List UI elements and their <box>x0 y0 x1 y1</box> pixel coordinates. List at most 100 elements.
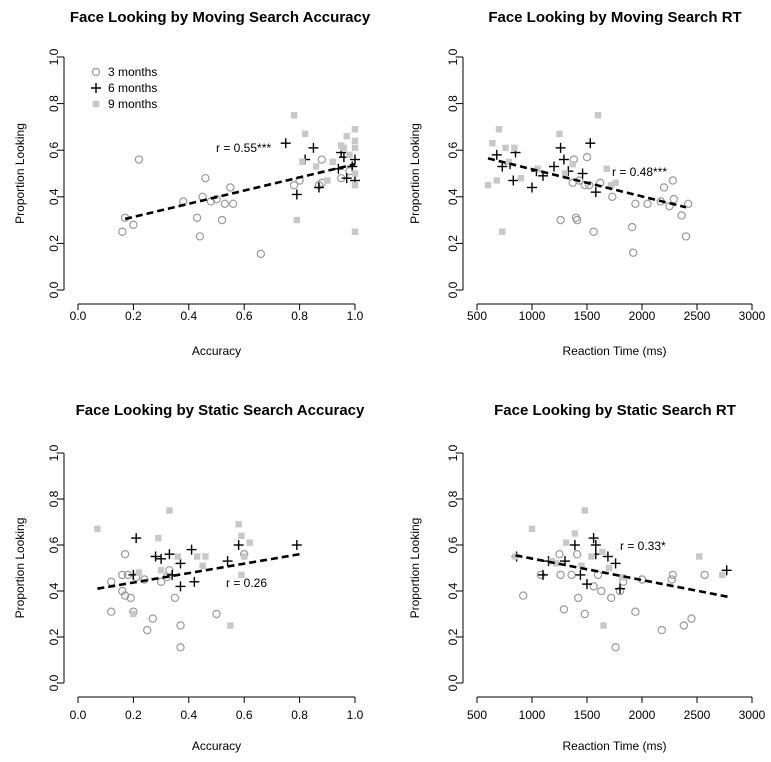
point-3-months <box>143 625 152 635</box>
point-9-months <box>157 567 165 574</box>
x-tick-label: 2000 <box>629 309 656 323</box>
point-3-months <box>631 607 640 616</box>
point-3-months <box>228 199 238 208</box>
point-9-months <box>696 553 703 560</box>
chart-title: Face Looking by Moving Search Accuracy <box>70 9 371 26</box>
x-axis: 500 1000 1500 2000 2500 3000 <box>467 696 766 722</box>
y-tick-label: 0.6 <box>446 142 460 159</box>
point-9-months <box>351 228 359 235</box>
point-6-months <box>222 556 233 567</box>
point-3-months <box>140 575 149 584</box>
x-tick-label: 1.0 <box>347 309 364 323</box>
point-9-months <box>600 622 607 629</box>
point-3-months <box>627 222 637 232</box>
chart-title: Face Looking by Static Search Accuracy <box>76 402 365 419</box>
data-points <box>511 507 732 652</box>
point-3-months <box>611 643 620 652</box>
point-3-months <box>519 591 528 600</box>
point-3-months <box>593 570 603 580</box>
point-6-months <box>602 551 613 562</box>
y-tick-label: 0.4 <box>446 188 460 205</box>
point-3-months <box>212 609 221 619</box>
point-9-months <box>493 177 500 184</box>
x-tick-label: 1000 <box>519 309 546 323</box>
point-6-months <box>156 553 167 564</box>
point-3-months <box>126 593 135 603</box>
y-axis: 0.0 0.2 0.4 0.6 0.8 1.0 <box>47 444 65 691</box>
x-tick-label: 3000 <box>739 708 766 722</box>
point-6-months <box>590 540 601 550</box>
point-9-months <box>569 160 576 168</box>
legend: 3 months 6 months 9 months <box>91 65 157 111</box>
x-tick-label: 1500 <box>574 309 601 323</box>
point-6-months <box>291 540 302 550</box>
point-9-months <box>329 158 337 166</box>
point-9-months <box>246 539 253 546</box>
x-axis: 0.0 0.2 0.4 0.6 0.8 1.0 <box>70 696 364 722</box>
chart-title: Face Looking by Static Search RT <box>494 402 736 419</box>
point-3-months <box>118 227 127 236</box>
point-9-months <box>340 144 348 152</box>
x-tick-label: 1000 <box>519 708 546 722</box>
x-tick-label: 500 <box>467 309 487 323</box>
point-9-months <box>293 216 301 224</box>
point-6-months <box>610 558 621 569</box>
y-tick-label: 0.0 <box>446 281 460 298</box>
x-tick-label: 0.4 <box>180 708 197 722</box>
y-tick-label: 0.6 <box>446 536 460 553</box>
point-9-months <box>619 574 626 581</box>
point-6-months <box>575 569 586 580</box>
point-3-months <box>555 550 564 559</box>
point-3-months <box>156 577 166 587</box>
point-3-months <box>585 180 594 190</box>
point-3-months <box>556 570 565 580</box>
panel-4: Face Looking by Static Search RT 500 1000 1… <box>408 402 766 753</box>
x-tick-label: 2500 <box>684 708 711 722</box>
point-9-months <box>581 507 588 514</box>
point-9-months <box>561 170 569 177</box>
point-9-months <box>324 177 331 184</box>
legend-label: 9 months <box>108 97 157 111</box>
point-9-months <box>556 130 563 138</box>
point-3-months <box>176 643 185 652</box>
panel-3: Face Looking by Static Search Accuracy 0.… <box>13 402 365 753</box>
point-6-months <box>508 175 519 186</box>
data-points <box>118 112 360 259</box>
point-3-months <box>559 605 569 614</box>
panel-2: Face Looking by Moving Search RT 500 1000 1… <box>408 9 766 358</box>
x-tick-label: 0.4 <box>180 309 197 323</box>
point-9-months <box>346 151 353 159</box>
point-3-months <box>226 183 235 192</box>
point-3-months <box>201 173 210 183</box>
y-tick-label: 1.0 <box>47 444 61 461</box>
x-tick-label: 1.0 <box>347 708 364 722</box>
point-6-months <box>577 168 588 179</box>
point-3-months <box>567 570 576 580</box>
point-9-months <box>608 181 615 189</box>
point-9-months <box>193 553 201 560</box>
point-9-months <box>94 525 101 533</box>
point-3-months <box>582 152 592 162</box>
point-6-months <box>588 533 599 544</box>
y-tick-label: 0.2 <box>446 235 460 252</box>
point-9-months <box>92 100 100 108</box>
chart-title: Face Looking by Moving Search RT <box>488 9 741 26</box>
point-9-months <box>227 622 234 629</box>
y-axis: 0.0 0.2 0.4 0.6 0.8 1.0 <box>446 444 464 691</box>
point-6-months <box>189 576 200 587</box>
point-3-months <box>687 614 696 623</box>
point-3-months <box>217 215 227 225</box>
point-3-months <box>607 593 616 603</box>
point-3-months <box>608 192 617 201</box>
point-9-months <box>290 112 298 119</box>
point-9-months <box>299 158 306 166</box>
point-3-months <box>118 570 127 580</box>
y-axis: 0.0 0.2 0.4 0.6 0.8 1.0 <box>47 48 65 298</box>
point-9-months <box>562 539 570 546</box>
point-9-months <box>241 553 248 560</box>
point-3-months <box>118 586 127 596</box>
x-axis-label: Accuracy <box>192 739 241 753</box>
point-3-months <box>572 215 582 225</box>
y-axis: 0.0 0.2 0.4 0.6 0.8 1.0 <box>446 48 464 298</box>
